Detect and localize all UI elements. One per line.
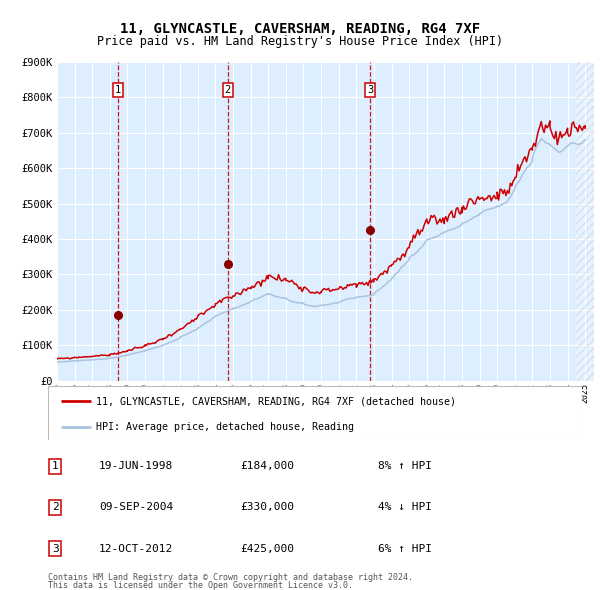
Text: This data is licensed under the Open Government Licence v3.0.: This data is licensed under the Open Gov… [48, 581, 353, 590]
Text: 3: 3 [367, 86, 373, 95]
Text: £330,000: £330,000 [240, 503, 294, 512]
Text: 8% ↑ HPI: 8% ↑ HPI [378, 461, 432, 471]
Text: 09-SEP-2004: 09-SEP-2004 [99, 503, 173, 512]
Text: £425,000: £425,000 [240, 544, 294, 553]
Text: Contains HM Land Registry data © Crown copyright and database right 2024.: Contains HM Land Registry data © Crown c… [48, 572, 413, 582]
Text: 6% ↑ HPI: 6% ↑ HPI [378, 544, 432, 553]
Text: HPI: Average price, detached house, Reading: HPI: Average price, detached house, Read… [96, 422, 354, 432]
Text: £184,000: £184,000 [240, 461, 294, 471]
Text: Price paid vs. HM Land Registry's House Price Index (HPI): Price paid vs. HM Land Registry's House … [97, 35, 503, 48]
Text: 12-OCT-2012: 12-OCT-2012 [99, 544, 173, 553]
Text: 19-JUN-1998: 19-JUN-1998 [99, 461, 173, 471]
Text: 2: 2 [52, 503, 59, 512]
FancyBboxPatch shape [48, 386, 582, 440]
Text: 11, GLYNCASTLE, CAVERSHAM, READING, RG4 7XF: 11, GLYNCASTLE, CAVERSHAM, READING, RG4 … [120, 22, 480, 36]
Text: 3: 3 [52, 544, 59, 553]
Text: 4% ↓ HPI: 4% ↓ HPI [378, 503, 432, 512]
Text: 1: 1 [115, 86, 121, 95]
Bar [577, 62, 596, 381]
Text: 2: 2 [224, 86, 231, 95]
Text: 11, GLYNCASTLE, CAVERSHAM, READING, RG4 7XF (detached house): 11, GLYNCASTLE, CAVERSHAM, READING, RG4 … [96, 396, 456, 407]
Text: 1: 1 [52, 461, 59, 471]
